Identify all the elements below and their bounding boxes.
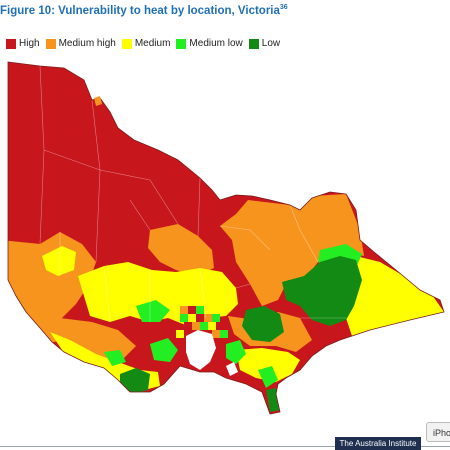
figure-title-text: Figure 10: Vulnerability to heat by loca…: [0, 4, 280, 17]
region-low-yarra-ranges: [242, 306, 284, 342]
legend-item-medium-low: Medium low: [176, 38, 243, 49]
region-medium-high-central: [148, 224, 214, 276]
port-phillip-bay: [186, 330, 216, 370]
region-low-alpine: [282, 256, 362, 326]
legend-label-medium-low: Medium low: [189, 38, 243, 49]
region-medium-high-murray-marker: [94, 96, 102, 106]
figure-title: Figure 10: Vulnerability to heat by loca…: [0, 4, 288, 17]
legend-swatch-low: [248, 38, 259, 49]
region-medium-east-gippsland: [346, 256, 444, 336]
footer-rule: [0, 446, 450, 447]
region-medium-low-west-gippsland: [258, 366, 278, 388]
figure-footnote-ref: 36: [279, 4, 288, 11]
victoria-outline: [7, 61, 445, 415]
melbourne-metro-mosaic: [176, 306, 228, 338]
legend-item-medium: Medium: [121, 38, 171, 49]
legend-label-low: Low: [261, 38, 281, 49]
lga-boundaries: [39, 65, 346, 323]
legend-swatch-medium-low: [176, 38, 187, 49]
legend-swatch-medium-high: [45, 38, 56, 49]
region-medium-low-mornington: [226, 340, 246, 364]
legend: High Medium high Medium Medium low Low: [6, 38, 280, 49]
region-medium-low-central-west: [136, 300, 170, 322]
publisher-badge: The Australia Institute: [335, 437, 421, 450]
region-medium-high-northeast: [220, 194, 364, 306]
corner-chip[interactable]: iPho: [426, 422, 450, 442]
legend-item-high: High: [6, 38, 40, 49]
legend-swatch-medium: [121, 38, 132, 49]
legend-item-low: Low: [248, 38, 281, 49]
legend-item-medium-high: Medium high: [45, 38, 116, 49]
region-high-northwest: [8, 62, 444, 414]
region-medium-south-gippsland: [236, 348, 300, 382]
legend-swatch-high: [6, 38, 16, 49]
western-port: [226, 362, 238, 376]
legend-label-medium-high: Medium high: [58, 38, 116, 49]
region-medium-low-geelong: [150, 338, 178, 362]
legend-label-high: High: [19, 38, 40, 49]
region-medium-wimmera: [42, 246, 76, 276]
region-low-otways: [120, 368, 150, 394]
victoria-heat-vulnerability-map: [7, 61, 445, 415]
legend-label-medium: Medium: [134, 38, 171, 49]
region-medium-low-south-west-coast: [104, 350, 126, 366]
